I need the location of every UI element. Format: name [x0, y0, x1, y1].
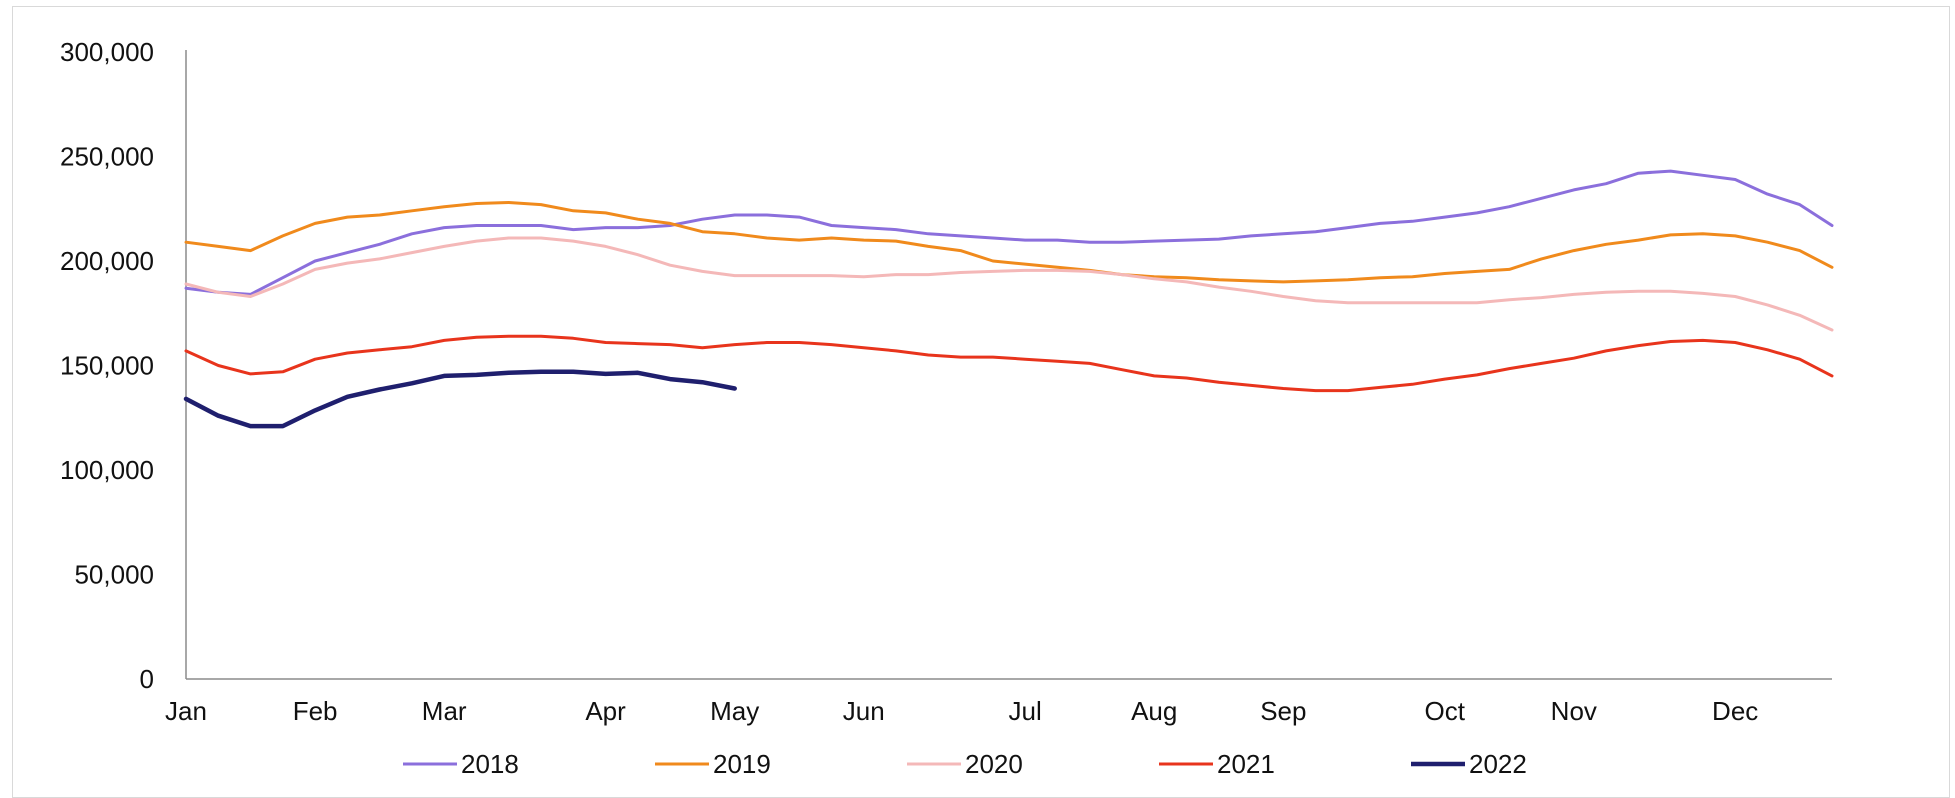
- legend-item-2020: 2020: [907, 749, 1023, 779]
- legend-item-2018: 2018: [403, 749, 519, 779]
- plot-area: [183, 169, 1834, 429]
- legend-item-2022: 2022: [1411, 749, 1527, 779]
- y-tick-label: 100,000: [60, 455, 154, 485]
- x-tick-label: Feb: [293, 696, 338, 726]
- legend-item-2019: 2019: [655, 749, 771, 779]
- x-tick-label: Oct: [1424, 696, 1465, 726]
- series-line-2022: [183, 369, 737, 429]
- x-axis: Jan Feb Mar Apr May Jun Jul Aug Sep Oct Nov Dec: [165, 678, 1832, 726]
- legend-label: 2018: [461, 749, 519, 779]
- y-tick-label: 200,000: [60, 246, 154, 276]
- legend-label: 2021: [1217, 749, 1275, 779]
- x-tick-label: Jun: [843, 696, 885, 726]
- y-tick-label: 50,000: [74, 560, 154, 590]
- x-tick-label: Jan: [165, 696, 207, 726]
- x-tick-label: May: [710, 696, 759, 726]
- series-line-2021: [184, 334, 1834, 393]
- legend-label: 2022: [1469, 749, 1527, 779]
- x-tick-label: Jul: [1009, 696, 1042, 726]
- y-tick-label: 250,000: [60, 142, 154, 172]
- x-tick-label: Apr: [585, 696, 626, 726]
- x-tick-label: Sep: [1260, 696, 1306, 726]
- x-tick-label: Dec: [1712, 696, 1758, 726]
- y-axis: 0 50,000 100,000 150,000 200,000 250,000 300,0…: [60, 37, 187, 694]
- x-tick-label: Aug: [1131, 696, 1177, 726]
- series-line-2019: [184, 201, 1834, 284]
- legend-item-2021: 2021: [1159, 749, 1275, 779]
- legend-label: 2019: [713, 749, 771, 779]
- legend: 2018 2019 2020 2021 2022: [403, 749, 1527, 779]
- x-tick-label: Nov: [1551, 696, 1597, 726]
- legend-label: 2020: [965, 749, 1023, 779]
- x-tick-label: Mar: [422, 696, 467, 726]
- y-tick-label: 300,000: [60, 37, 154, 67]
- series-line-2020: [184, 236, 1834, 332]
- series-line-2018: [184, 169, 1834, 296]
- y-tick-label: 0: [140, 664, 154, 694]
- y-tick-label: 150,000: [60, 351, 154, 381]
